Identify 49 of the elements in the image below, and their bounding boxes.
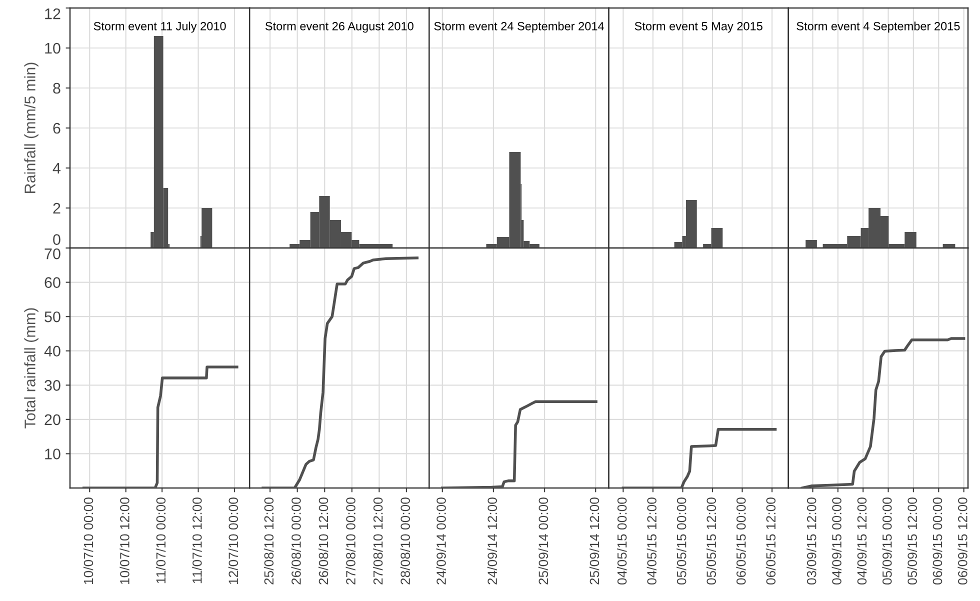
- x-tick-label: 06/05/15 12:00: [766, 498, 776, 585]
- x-tick-label: 25/09/14 12:00: [589, 498, 600, 584]
- x-tick-label: 24/09/14 00:00: [436, 498, 446, 584]
- y-axis-title: Total rainfall (mm): [24, 308, 38, 428]
- x-tick-label: 04/09/15 00:00: [832, 498, 842, 585]
- x-tick-label: 10/07/10 00:00: [83, 498, 94, 584]
- x-tick-label: 28/08/10 00:00: [400, 498, 410, 584]
- y-tick-label: 0: [53, 234, 60, 245]
- x-tick-label: 04/05/15 12:00: [646, 498, 656, 585]
- x-tick-label: 05/05/15 00:00: [676, 498, 686, 585]
- x-tick-label: 27/08/10 00:00: [346, 498, 356, 584]
- text: Storm event 4 September 2015: [796, 22, 960, 33]
- y-tick-label: 10: [45, 448, 60, 460]
- y-tick-label: 50: [44, 311, 60, 322]
- x-tick-label: 05/09/15 00:00: [882, 498, 892, 585]
- y-tick-label: 4: [52, 163, 61, 174]
- y-tick-label: 40: [44, 346, 60, 357]
- x-tick-label: 04/05/15 00:00: [617, 498, 627, 585]
- y-tick-label: 60: [44, 277, 60, 288]
- x-tick-label: 10/07/10 12:00: [120, 498, 130, 584]
- text: Storm event 5 May 2015: [634, 22, 762, 33]
- x-tick-label: 25/08/10 12:00: [264, 498, 274, 584]
- y-tick-label: 10: [45, 42, 60, 54]
- text: Storm event 11 July 2010: [94, 22, 226, 33]
- x-tick-label: 12/07/10 00:00: [228, 498, 238, 584]
- y-tick-label: 70: [44, 248, 60, 260]
- x-tick-label: 03/09/15 12:00: [806, 498, 816, 585]
- text: Storm event 26 August 2010: [265, 22, 414, 33]
- y-tick-label: 6: [53, 122, 60, 134]
- y-tick-label: 8: [53, 82, 60, 94]
- x-tick-label: 05/05/15 12:00: [706, 498, 716, 585]
- y-tick-label: 2: [53, 202, 60, 214]
- y-tick-label: 12: [45, 8, 60, 20]
- x-tick-label: 06/09/15 12:00: [958, 498, 968, 585]
- y-axis-title: Rainfall (mm/5 min): [24, 62, 38, 193]
- x-tick-label: 04/09/15 12:00: [856, 498, 867, 585]
- y-tick-label: 20: [44, 414, 60, 426]
- text: Storm event 24 September 2014: [434, 22, 604, 33]
- x-tick-label: 25/09/14 00:00: [538, 498, 548, 584]
- x-tick-label: 05/09/15 12:00: [907, 498, 917, 585]
- x-tick-label: 06/09/15 00:00: [932, 498, 942, 585]
- x-tick-label: 26/08/10 00:00: [291, 498, 301, 584]
- x-tick-label: 11/07/10 12:00: [192, 498, 202, 584]
- x-tick-label: 06/05/15 00:00: [736, 498, 746, 585]
- x-tick-label: 26/08/10 12:00: [318, 498, 328, 584]
- x-tick-label: 27/08/10 12:00: [373, 498, 383, 584]
- x-tick-label: 11/07/10 00:00: [156, 498, 166, 584]
- y-tick-label: 30: [44, 380, 60, 391]
- x-tick-label: 24/09/14 12:00: [487, 498, 498, 584]
